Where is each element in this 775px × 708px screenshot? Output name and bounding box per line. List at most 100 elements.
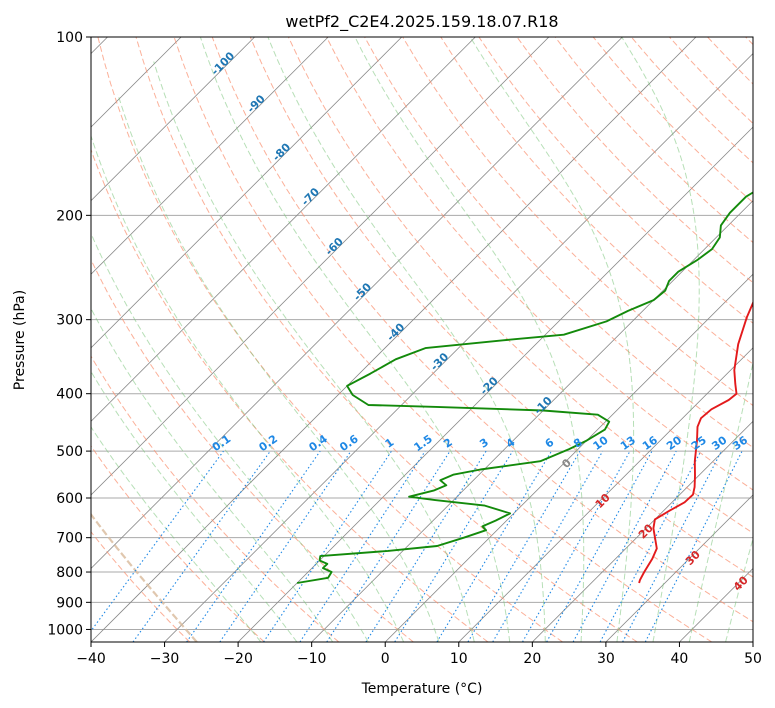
y-tick-label: 800 bbox=[56, 565, 83, 581]
mixing-ratio-label: 1 bbox=[383, 436, 397, 451]
isotherm-line bbox=[458, 347, 753, 642]
moist-adiabat-line bbox=[117, 94, 440, 642]
y-tick-label: 1000 bbox=[47, 622, 83, 638]
y-tick-label: 900 bbox=[56, 595, 83, 611]
dry-adiabat-line bbox=[592, 37, 753, 204]
moist-adiabat-line bbox=[469, 37, 635, 642]
dry-adiabat-line bbox=[135, 37, 638, 642]
dry-adiabat-label: -40 bbox=[384, 320, 407, 343]
moist-adiabat-line bbox=[688, 360, 753, 642]
isotherm-line bbox=[605, 494, 753, 642]
mixing-ratio-line bbox=[91, 450, 224, 632]
x-tick-label: 30 bbox=[597, 651, 615, 667]
mixing-ratio-line bbox=[546, 450, 653, 642]
mixing-ratio-line bbox=[326, 450, 451, 642]
dry-adiabat-label: -30 bbox=[428, 350, 451, 373]
y-tick-label: 100 bbox=[56, 30, 83, 46]
dry-adiabat-line bbox=[402, 37, 753, 407]
dry-adiabat-line bbox=[91, 258, 414, 642]
moist-adiabat-line bbox=[91, 426, 262, 642]
mixing-ratio-line bbox=[263, 450, 392, 642]
dry-adiabat-line bbox=[516, 37, 753, 284]
dry-adiabat-line bbox=[91, 531, 191, 642]
dry-adiabat-line bbox=[669, 37, 753, 125]
mixing-ratio-line bbox=[436, 450, 552, 642]
mixing-ratio-line bbox=[644, 450, 743, 642]
dry-adiabat-line bbox=[554, 37, 753, 244]
x-tick-label: −40 bbox=[76, 651, 106, 667]
dry-adiabat-line bbox=[173, 37, 713, 642]
mixing-ratio-line bbox=[492, 450, 604, 642]
x-axis-label: Temperature (°C) bbox=[361, 681, 483, 697]
mixing-ratio-line bbox=[572, 450, 677, 642]
x-tick-label: 50 bbox=[744, 651, 762, 667]
axis-layer: −40 −30 −20 −10 0 10 20 30 40 5010020030040050060… bbox=[47, 30, 762, 667]
mixing-ratio-label: 13 bbox=[618, 434, 638, 453]
isotherm-line bbox=[91, 37, 476, 422]
mixing-ratio-label: 6 bbox=[543, 436, 557, 451]
mixing-ratio-label: 3 bbox=[477, 436, 491, 451]
isotherm-line bbox=[91, 37, 403, 349]
dry-adiabat-label: -10 bbox=[532, 394, 555, 417]
y-tick-label: 300 bbox=[56, 313, 83, 329]
isotherm-line bbox=[532, 420, 753, 642]
plot-frame bbox=[90, 36, 754, 643]
x-tick-label: 20 bbox=[523, 651, 541, 667]
x-tick-label: 10 bbox=[450, 651, 468, 667]
moist-adiabat-label: 0 bbox=[559, 456, 574, 471]
isotherm-line bbox=[91, 37, 623, 570]
mixing-ratio-line bbox=[394, 450, 514, 642]
dry-adiabat-line bbox=[91, 445, 265, 642]
mixing-ratio-line bbox=[522, 450, 631, 642]
profile-layer bbox=[296, 191, 753, 584]
isotherm-line bbox=[384, 273, 753, 642]
dry-adiabat-label: -50 bbox=[351, 280, 374, 303]
moist-adiabat-line bbox=[354, 37, 585, 642]
moist-adiabat-label: 40 bbox=[731, 573, 751, 593]
dry-adiabat-label: -80 bbox=[270, 140, 293, 163]
dry-adiabat-line bbox=[97, 37, 563, 642]
mixing-ratio-line bbox=[219, 450, 352, 642]
moist-adiabat-line bbox=[199, 37, 511, 642]
dry-adiabat-line bbox=[91, 148, 489, 642]
mixing-ratio-label: 16 bbox=[640, 433, 660, 453]
isotherm-line bbox=[91, 37, 255, 202]
grid-layer bbox=[91, 37, 753, 642]
isotherm-line bbox=[91, 37, 329, 275]
moist-adiabat-line bbox=[725, 536, 753, 642]
y-tick-label: 600 bbox=[56, 491, 83, 507]
x-tick-label: 40 bbox=[671, 651, 689, 667]
mixing-ratio-label: 25 bbox=[689, 434, 709, 453]
isotherm-line bbox=[237, 126, 753, 642]
y-tick-label: 500 bbox=[56, 444, 83, 460]
temperature-profile-line bbox=[638, 300, 753, 584]
mixing-ratio-label: 30 bbox=[709, 433, 729, 453]
mixing-ratio-label: 20 bbox=[664, 433, 684, 453]
dry-adiabat-line bbox=[326, 37, 753, 491]
dry-adiabat-line bbox=[249, 37, 753, 578]
isotherm-line bbox=[91, 37, 697, 642]
isotherm-line bbox=[91, 37, 550, 496]
mixing-ratio-label: 36 bbox=[730, 433, 750, 453]
y-tick-label: 200 bbox=[56, 208, 83, 224]
moist-adiabat-line bbox=[621, 37, 700, 642]
mixing-ratio-label: 2 bbox=[441, 436, 455, 451]
mixing-ratio-line bbox=[599, 450, 702, 642]
x-tick-label: 0 bbox=[381, 651, 390, 667]
reference-curve bbox=[91, 512, 198, 642]
label-layer: 0.1 0.2 0.4 0.6 1 1.5 2 3 4 6 8 10 13 16 20 25 30 36-100-… bbox=[209, 49, 751, 593]
moist-adiabat-line bbox=[91, 370, 298, 642]
y-tick-label: 400 bbox=[56, 387, 83, 403]
mixing-ratio-line bbox=[299, 450, 426, 642]
dry-adiabat-line bbox=[287, 37, 753, 534]
dry-adiabat-line bbox=[91, 355, 340, 642]
isotherm-line bbox=[752, 641, 753, 642]
dry-adiabat-label: -60 bbox=[323, 235, 346, 258]
moist-adiabat-line bbox=[91, 134, 405, 642]
dewpoint-profile-line bbox=[296, 191, 753, 584]
dry-adiabat-label: -90 bbox=[245, 92, 268, 115]
moist-adiabat-label: 10 bbox=[593, 491, 613, 511]
dry-adiabat-line bbox=[211, 37, 753, 623]
x-tick-label: −20 bbox=[223, 651, 253, 667]
